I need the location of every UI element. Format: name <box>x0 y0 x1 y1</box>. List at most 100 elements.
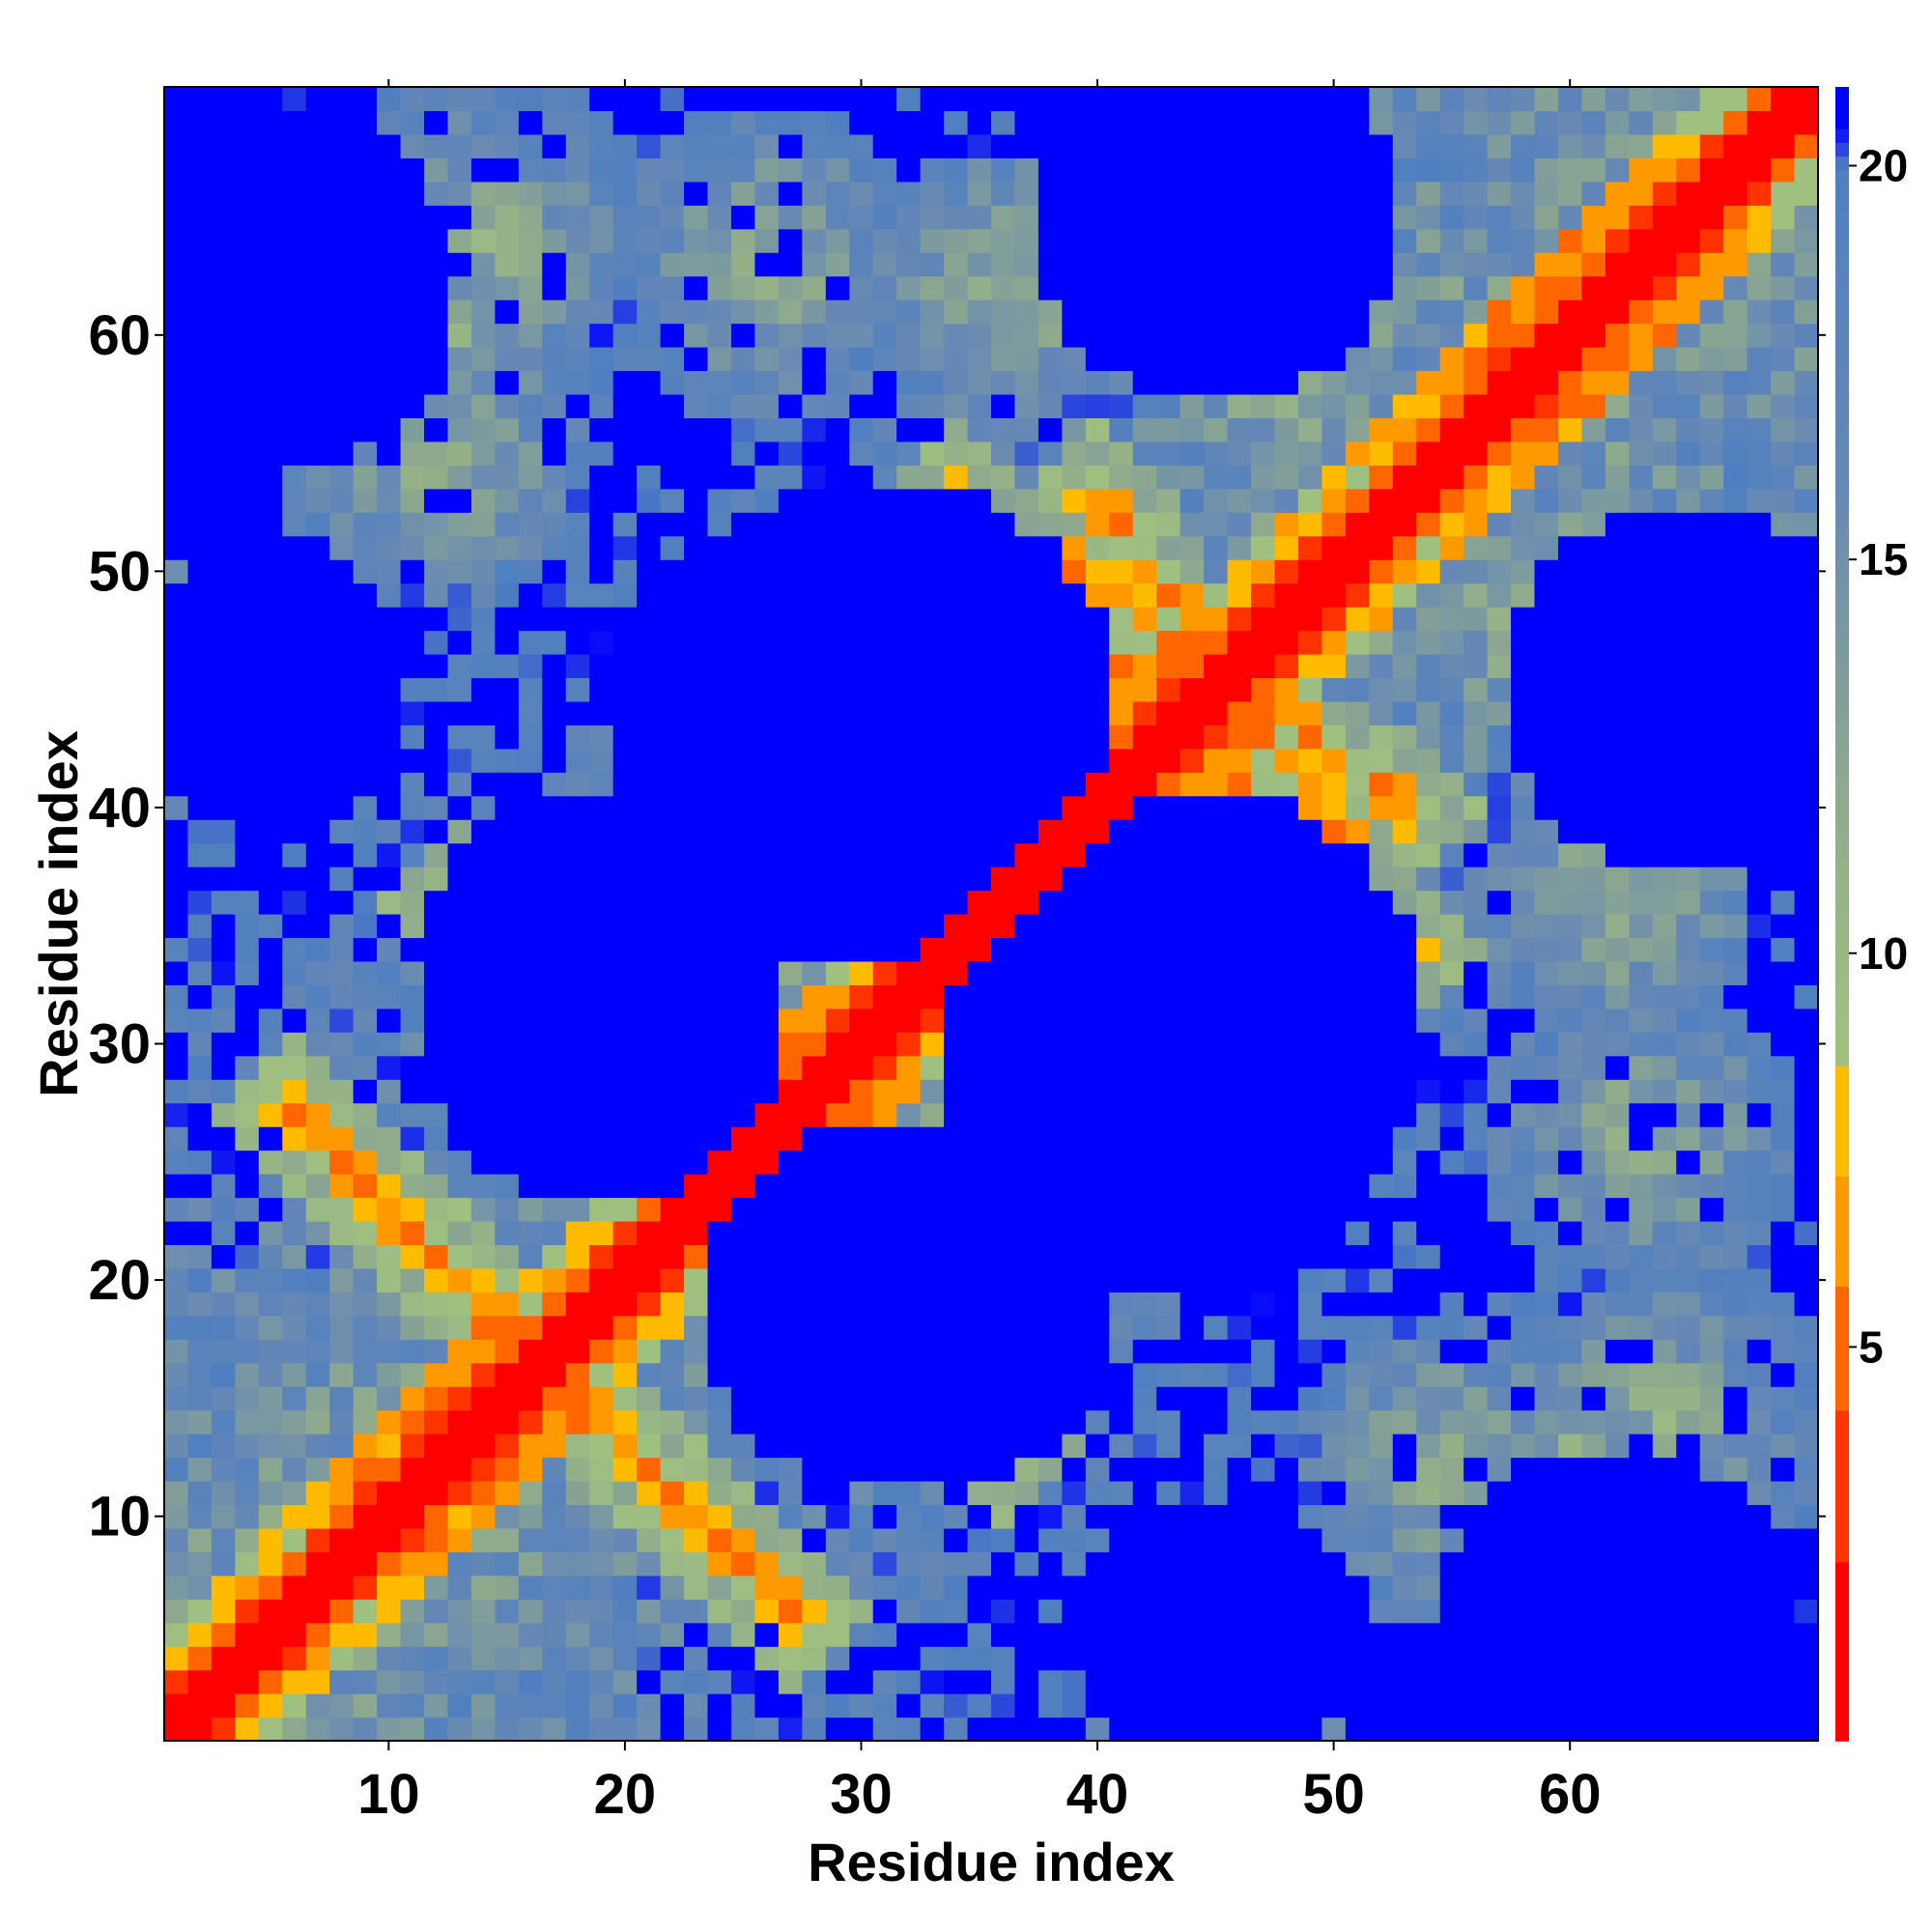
heatmap-cell <box>164 1267 189 1293</box>
heatmap-cell <box>542 1220 567 1245</box>
heatmap-cell <box>991 299 1016 325</box>
heatmap-cell <box>730 157 756 183</box>
heatmap-cell <box>329 1339 355 1364</box>
heatmap-cell <box>1511 1386 1536 1411</box>
heatmap-cell <box>1085 937 1110 962</box>
heatmap-cell <box>1227 1055 1252 1080</box>
heatmap-cell <box>920 724 945 750</box>
heatmap-cell <box>447 1622 472 1647</box>
heatmap-cell <box>1463 582 1489 608</box>
heatmap-cell <box>1463 1717 1489 1742</box>
heatmap-cell <box>400 110 425 135</box>
heatmap-cell <box>707 677 732 702</box>
heatmap-cell <box>565 1220 590 1245</box>
heatmap-cell <box>1699 512 1724 537</box>
heatmap-cell <box>447 488 472 513</box>
heatmap-cell <box>424 133 449 158</box>
heatmap-cell <box>1251 275 1276 300</box>
heatmap-cell <box>1557 157 1583 183</box>
heatmap-cell <box>305 512 330 537</box>
heatmap-cell <box>1251 724 1276 750</box>
heatmap-cell <box>1581 370 1606 395</box>
heatmap-cell <box>1085 1244 1110 1269</box>
heatmap-cell <box>778 630 803 655</box>
heatmap-cell <box>1534 1315 1559 1340</box>
heatmap-cell <box>1204 1362 1229 1387</box>
heatmap-cell <box>353 1244 378 1269</box>
heatmap-cell <box>400 890 425 915</box>
heatmap-cell <box>235 630 260 655</box>
heatmap-cell <box>495 1669 520 1694</box>
heatmap-cell <box>967 465 992 490</box>
heatmap-cell <box>187 1434 213 1459</box>
heatmap-cell <box>1132 1315 1157 1340</box>
heatmap-cell <box>1321 181 1347 206</box>
heatmap-cell <box>967 842 992 867</box>
heatmap-cell <box>1652 1055 1677 1080</box>
heatmap-cell <box>1369 1315 1394 1340</box>
heatmap-cell <box>684 440 709 466</box>
heatmap-cell <box>1392 323 1417 348</box>
heatmap-cell <box>187 772 213 797</box>
heatmap-cell <box>470 748 496 773</box>
heatmap-cell <box>707 960 732 985</box>
heatmap-cell <box>612 772 638 797</box>
heatmap-cell <box>542 772 567 797</box>
heatmap-cell <box>1274 87 1299 112</box>
heatmap-cell <box>802 181 827 206</box>
heatmap-cell <box>1629 440 1654 466</box>
heatmap-cell <box>258 1292 283 1317</box>
heatmap-cell <box>329 630 355 655</box>
heatmap-cell <box>1156 512 1181 537</box>
heatmap-cell <box>967 535 992 560</box>
heatmap-cell <box>1037 347 1063 372</box>
heatmap-cell <box>1251 914 1276 939</box>
heatmap-cell <box>1416 914 1441 939</box>
heatmap-cell <box>1652 914 1677 939</box>
heatmap-cell <box>518 1669 543 1694</box>
heatmap-cell <box>1771 559 1796 584</box>
heatmap-cell <box>353 1480 378 1506</box>
heatmap-cell <box>1345 1174 1370 1199</box>
heatmap-cell <box>896 1717 922 1742</box>
heatmap-cell <box>1345 535 1370 560</box>
heatmap-cell <box>470 323 496 348</box>
heatmap-cell <box>872 1386 897 1411</box>
heatmap-cell <box>542 1079 567 1104</box>
heatmap-cell <box>1723 1434 1748 1459</box>
heatmap-cell <box>424 1126 449 1151</box>
heatmap-cell <box>1109 440 1134 466</box>
heatmap-cell <box>1156 1292 1181 1317</box>
heatmap-cell <box>235 1008 260 1033</box>
heatmap-cell <box>305 157 330 183</box>
heatmap-cell <box>637 1126 662 1151</box>
heatmap-cell <box>447 228 472 253</box>
heatmap-cell <box>518 1362 543 1387</box>
heatmap-cell <box>1699 1646 1724 1671</box>
heatmap-cell <box>754 937 780 962</box>
heatmap-cell <box>1439 205 1464 230</box>
heatmap-cell <box>1487 1480 1512 1506</box>
heatmap-cell <box>754 417 780 442</box>
heatmap-cell <box>1511 1669 1536 1694</box>
heatmap-cell <box>1251 1480 1276 1506</box>
heatmap-cell <box>1179 228 1205 253</box>
heatmap-cell <box>1251 1008 1276 1033</box>
heatmap-cell <box>1109 1693 1134 1719</box>
heatmap-cell <box>944 1457 969 1482</box>
heatmap-cell <box>1014 87 1039 112</box>
heatmap-cell <box>589 1527 614 1552</box>
heatmap-cell <box>1321 299 1347 325</box>
heatmap-cell <box>1369 1174 1394 1199</box>
heatmap-cell <box>305 960 330 985</box>
heatmap-cell <box>1534 1150 1559 1175</box>
heatmap-cell <box>1511 984 1536 1009</box>
heatmap-cell <box>637 582 662 608</box>
heatmap-cell <box>329 417 355 442</box>
heatmap-cell <box>187 1504 213 1529</box>
heatmap-cell <box>802 1150 827 1175</box>
heatmap-cell <box>447 1197 472 1222</box>
heatmap-cell <box>1699 1150 1724 1175</box>
heatmap-cell <box>589 1220 614 1245</box>
